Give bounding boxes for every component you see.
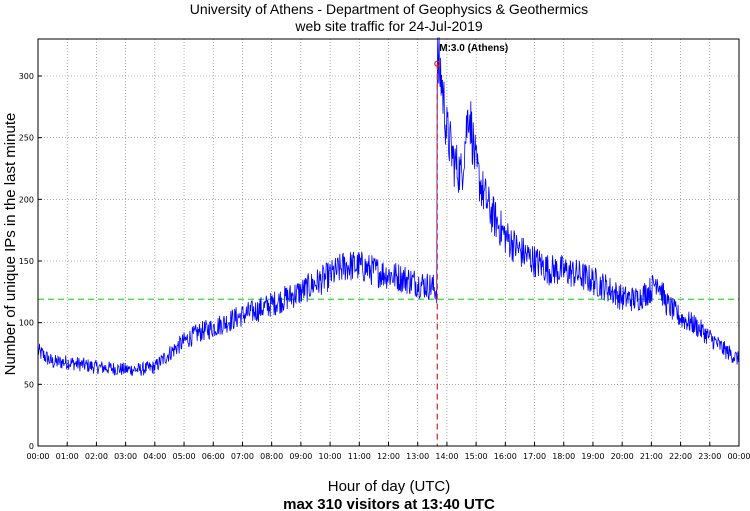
x-tick-label: 16:00 [494, 452, 517, 461]
max-visitors-note: max 310 visitors at 13:40 UTC [283, 496, 495, 511]
y-tick-label: 50 [24, 380, 34, 389]
x-tick-label: 00:00 [26, 452, 49, 461]
x-tick-label: 22:00 [669, 452, 692, 461]
x-tick-label: 20:00 [611, 452, 634, 461]
chart-subtitle: web site traffic for 24-Jul-2019 [294, 18, 482, 34]
y-tick-label: 100 [19, 319, 34, 328]
x-tick-label: 09:00 [289, 452, 312, 461]
y-tick-label: 300 [19, 72, 34, 81]
x-tick-label: 12:00 [377, 452, 400, 461]
x-tick-label: 04:00 [143, 452, 166, 461]
x-tick-label: 15:00 [465, 452, 488, 461]
x-tick-label: 00:00 [727, 452, 750, 461]
x-tick-label: 03:00 [114, 452, 137, 461]
x-tick-label: 14:00 [435, 452, 458, 461]
x-tick-label: 01:00 [56, 452, 79, 461]
x-tick-label: 18:00 [552, 452, 575, 461]
x-tick-label: 06:00 [202, 452, 225, 461]
x-tick-label: 08:00 [260, 452, 283, 461]
x-tick-label: 13:00 [406, 452, 429, 461]
y-tick-label: 250 [19, 134, 34, 143]
y-tick-label: 0 [29, 442, 34, 451]
traffic-series-line [37, 37, 740, 377]
x-tick-label: 17:00 [523, 452, 546, 461]
peak-marker [434, 60, 441, 67]
y-axis-label: Number of unique IPs in the last minute [2, 113, 19, 376]
plot-frame [37, 38, 740, 447]
event-label: M:3.0 (Athens) [439, 43, 508, 54]
y-tick-label: 200 [19, 195, 34, 204]
x-tick-label: 11:00 [348, 452, 371, 461]
x-tick-label: 05:00 [173, 452, 196, 461]
series-layer [37, 37, 740, 377]
y-tick-label: 150 [19, 257, 34, 266]
x-axis-label: Hour of day (UTC) [328, 478, 451, 495]
event-layer: M:3.0 (Athens) [434, 43, 508, 446]
x-tick-label: 07:00 [231, 452, 254, 461]
y-tick-labels: 0 50 100 150 200 250 300 [19, 72, 34, 451]
x-tick-label: 02:00 [85, 452, 108, 461]
x-tick-labels: 00:00 01:00 02:00 03:00 04:00 05:00 06:00 07:00… [26, 452, 750, 461]
x-tick-label: 21:00 [640, 452, 663, 461]
x-tick-label: 23:00 [698, 452, 721, 461]
chart-title: University of Athens - Department of Geo… [190, 1, 588, 17]
x-tick-label: 10:00 [319, 452, 342, 461]
grid [37, 39, 740, 447]
x-tick-label: 19:00 [581, 452, 604, 461]
